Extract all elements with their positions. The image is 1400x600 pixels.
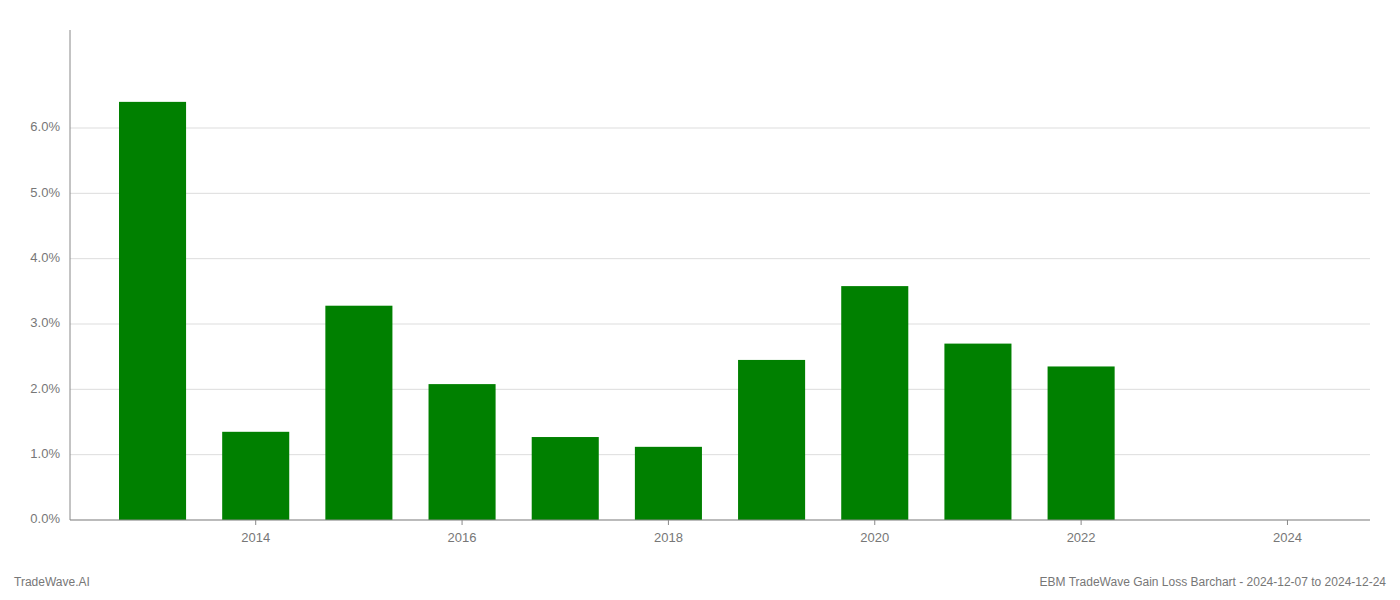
- grid-line: [70, 520, 1370, 521]
- bar: [1048, 366, 1115, 520]
- x-tick-label: 2014: [241, 530, 270, 545]
- footer-text: EBM TradeWave Gain Loss Barchart - 2024-…: [1040, 575, 1387, 589]
- bar: [119, 102, 186, 520]
- grid-line: [70, 389, 1370, 390]
- x-tick-label: 2020: [860, 530, 889, 545]
- chart-container: 0.0% 1.0% 2.0% 3.0% 4.0% 5.0% 6.0% 2014 2016 2018…: [0, 0, 1400, 600]
- background: [0, 0, 1400, 600]
- y-tick-label: 3.0%: [30, 315, 60, 330]
- y-tick-label: 6.0%: [30, 119, 60, 134]
- bar: [222, 432, 289, 520]
- bars: [119, 102, 1115, 520]
- grid-line: [70, 324, 1370, 325]
- bar: [429, 384, 496, 520]
- y-grid: [70, 128, 1370, 520]
- footer-text: TradeWave.AI: [14, 575, 90, 589]
- bar: [841, 286, 908, 520]
- grid-line: [70, 258, 1370, 259]
- chart-svg: 0.0% 1.0% 2.0% 3.0% 4.0% 5.0% 6.0% 2014 2016 2018…: [0, 0, 1400, 600]
- x-tick-mark: [255, 520, 256, 525]
- y-tick-label: 5.0%: [30, 185, 60, 200]
- x-tick-mark: [874, 520, 875, 525]
- x-tick-mark: [1287, 520, 1288, 525]
- y-tick-labels: 0.0% 1.0% 2.0% 3.0% 4.0% 5.0% 6.0%: [30, 119, 60, 526]
- x-tick-label: 2016: [448, 530, 477, 545]
- x-tick-mark: [1081, 520, 1082, 525]
- bar: [738, 360, 805, 520]
- x-tick-mark: [668, 520, 669, 525]
- grid-line: [70, 128, 1370, 129]
- x-tick-label: 2024: [1273, 530, 1302, 545]
- x-ticks: 2014 2016 2018 2020 2022 2024: [241, 520, 1302, 545]
- x-tick-label: 2018: [654, 530, 683, 545]
- bar: [944, 344, 1011, 520]
- x-tick-mark: [462, 520, 463, 525]
- bar: [635, 447, 702, 520]
- y-tick-label: 2.0%: [30, 381, 60, 396]
- y-axis-line: [70, 30, 71, 520]
- x-axis-line: [70, 520, 1370, 521]
- bar: [325, 306, 392, 520]
- y-tick-label: 4.0%: [30, 250, 60, 265]
- y-tick-label: 0.0%: [30, 511, 60, 526]
- grid-line: [70, 193, 1370, 194]
- x-tick-label: 2022: [1067, 530, 1096, 545]
- y-tick-label: 1.0%: [30, 446, 60, 461]
- bar: [532, 437, 599, 520]
